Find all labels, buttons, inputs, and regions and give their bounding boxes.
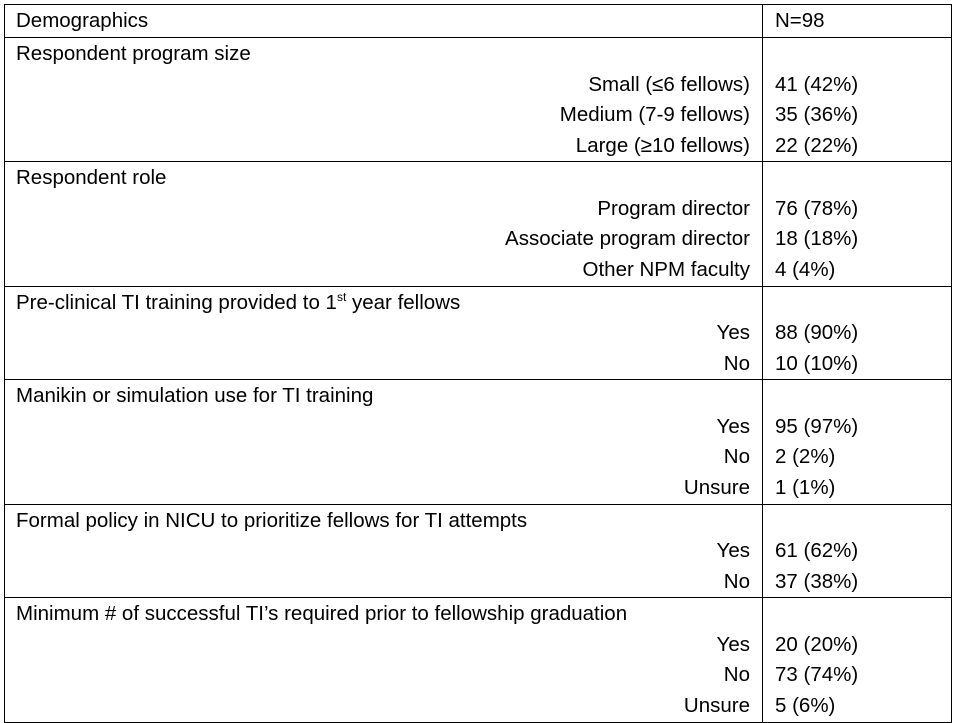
section-label-cell: Manikin or simulation use for TI trainin… (4, 379, 763, 505)
option-label: Other NPM faculty (582, 257, 750, 281)
option-label: Program director (597, 196, 750, 220)
section-row: Respondent role Program director Associate… (4, 161, 952, 287)
section-value-cell: 88 (90%) 10 (10%) (762, 285, 952, 381)
option-label: No (723, 663, 750, 687)
section-row: Minimum # of successful TI’s required pr… (4, 597, 952, 723)
option-value: 20 (20%) (775, 632, 859, 656)
section-value-cell: 41 (42%) 35 (36%) 22 (22%) (762, 36, 952, 163)
section-row: Formal policy in NICU to prioritize fell… (4, 503, 952, 599)
option-value: 95 (97%) (775, 414, 859, 438)
section-label-cell: Minimum # of successful TI’s required pr… (4, 597, 763, 723)
section-value-spacer (763, 162, 951, 194)
option-label: No (723, 569, 750, 593)
option-value: 35 (36%) (775, 103, 859, 127)
section-title-text: Pre-clinical TI training provided to 1 (16, 290, 337, 314)
section-value-spacer (763, 38, 951, 70)
option-label: Yes (716, 414, 750, 438)
ordinal-superscript: st (336, 289, 347, 304)
option-value: 41 (42%) (775, 72, 859, 96)
section-row: Manikin or simulation use for TI trainin… (4, 379, 952, 505)
option-value: 5 (6%) (775, 693, 836, 717)
header-label-cell: Demographics (4, 4, 763, 38)
section-value-cell: 95 (97%) 2 (2%) 1 (1%) (762, 379, 952, 505)
section-title: Respondent program size (5, 38, 762, 70)
section-label-cell: Formal policy in NICU to prioritize fell… (4, 503, 763, 599)
section-title-text: Minimum # of successful TI’s required pr… (16, 602, 628, 626)
option-value: 18 (18%) (775, 227, 859, 251)
option-value: 37 (38%) (775, 569, 859, 593)
section-value-spacer (763, 505, 951, 537)
section-row: Pre-clinical TI training provided to 1st… (4, 285, 952, 381)
section-value-cell: 76 (78%) 18 (18%) 4 (4%) (762, 161, 952, 287)
option-label: Yes (716, 321, 750, 345)
option-value: 1 (1%) (775, 475, 836, 499)
header-value: N=98 (775, 9, 825, 32)
header-value-cell: N=98 (762, 4, 952, 38)
option-label: Large (≥10 fellows) (575, 133, 750, 157)
option-value: 2 (2%) (775, 445, 836, 469)
option-value: 4 (4%) (775, 257, 836, 281)
header-label: Demographics (16, 9, 149, 32)
section-value-cell: 20 (20%) 73 (74%) 5 (6%) (762, 597, 952, 723)
option-label: Unsure (683, 693, 750, 717)
option-value: 22 (22%) (775, 133, 859, 157)
option-value: 10 (10%) (775, 351, 859, 375)
section-title: Formal policy in NICU to prioritize fell… (5, 505, 762, 537)
demographics-table-body: Demographics N=98 Respondent program siz… (4, 4, 952, 723)
section-title-text: Manikin or simulation use for TI trainin… (16, 384, 374, 408)
section-title-text: Respondent role (16, 166, 167, 190)
section-value-spacer (763, 598, 951, 630)
header-row: Demographics N=98 (4, 4, 952, 38)
option-value: 73 (74%) (775, 663, 859, 687)
option-label: Medium (7-9 fellows) (559, 103, 750, 127)
option-value: 88 (90%) (775, 321, 859, 345)
option-label: Unsure (683, 475, 750, 499)
section-row: Respondent program size Small (≤6 fellows… (4, 36, 952, 163)
section-value-spacer (763, 287, 951, 319)
section-label-cell: Respondent role Program director Associate… (4, 161, 763, 287)
section-title-text: Formal policy in NICU to prioritize fell… (16, 508, 528, 532)
option-value: 61 (62%) (775, 539, 859, 563)
section-title: Minimum # of successful TI’s required pr… (5, 598, 762, 630)
section-title: Respondent role (5, 162, 762, 194)
option-label: Yes (716, 539, 750, 563)
option-label: No (723, 445, 750, 469)
section-title-text: Respondent program size (16, 42, 251, 65)
demographics-table: Demographics N=98 Respondent program siz… (4, 4, 952, 723)
section-value-spacer (763, 380, 951, 412)
section-title: Pre-clinical TI training provided to 1st… (5, 287, 762, 319)
option-label: No (723, 351, 750, 375)
section-label-cell: Respondent program size Small (≤6 fellows… (4, 36, 763, 163)
option-value: 76 (78%) (775, 196, 859, 220)
section-title: Manikin or simulation use for TI trainin… (5, 380, 762, 412)
section-title-text: year fellows (346, 290, 461, 314)
section-label-cell: Pre-clinical TI training provided to 1st… (4, 285, 763, 381)
option-label: Yes (716, 632, 750, 656)
section-value-cell: 61 (62%) 37 (38%) (762, 503, 952, 599)
option-label: Small (≤6 fellows) (588, 72, 750, 96)
option-label: Associate program director (505, 227, 750, 251)
